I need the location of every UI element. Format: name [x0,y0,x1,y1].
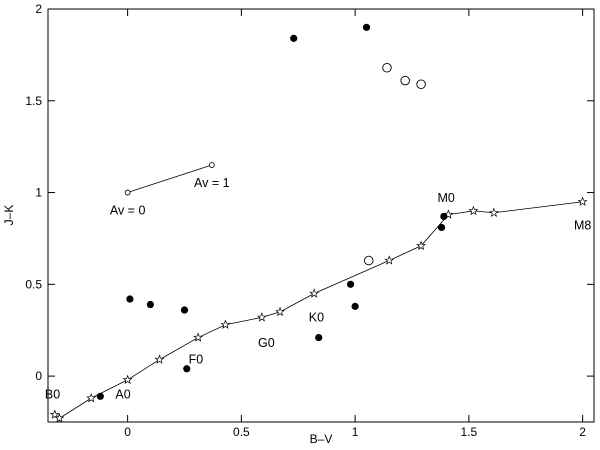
spectral-label: B0 [45,387,60,401]
star-point [122,374,133,384]
x-tick-label: 0.5 [233,425,250,439]
y-tick-label: 1.5 [25,94,42,108]
x-axis-label: B–V [310,432,333,446]
star-point [256,312,267,322]
filled-point [290,34,298,42]
x-tick-label: 1.5 [461,425,478,439]
star-point [220,319,231,329]
x-tick-label: 1 [352,425,359,439]
vector-end [208,162,215,168]
y-axis: 0 0.5 1 1.5 2 [25,2,594,383]
open-point [382,62,392,73]
filled-point [346,280,355,288]
vector-line [127,164,212,193]
filled-point [96,392,104,400]
spectral-label: K0 [309,310,324,324]
star-point [577,196,588,206]
star-point [309,288,320,298]
star-point [468,205,479,216]
star-point [416,240,427,250]
spectral-label: A0 [115,387,130,401]
spectral-label: M0 [437,191,454,205]
filled-point [362,23,371,31]
filled-point [180,306,189,314]
vector-start [124,189,131,196]
reddening-vector: Av = 0 Av = 1 [110,162,230,218]
open-point [364,255,374,266]
vector-end-label: Av = 1 [194,176,230,190]
filled-point [183,365,191,373]
filled-point [437,223,446,232]
open-point [400,75,410,86]
open-point [416,79,426,90]
spectral-label: G0 [258,336,275,350]
y-axis-label: J–K [2,205,16,226]
vector-start-label: Av = 0 [110,204,146,218]
star-point [275,306,285,317]
x-axis: 0 0.5 1 1.5 2 [124,9,586,439]
x-tick-label: 2 [579,425,586,439]
star-point [54,413,65,423]
filled-point [146,300,154,309]
spectral-label: F0 [189,353,204,367]
annotations: B0 A0 F0 G0 K0 M0 M8 [45,191,591,401]
filled-point [440,212,448,221]
x-tick-label: 0 [124,425,131,439]
star-point [384,255,395,265]
star-point [49,409,60,419]
filled-point [126,295,134,303]
y-tick-label: 0.5 [25,277,42,291]
star-point [86,392,97,403]
filled-point [351,302,359,310]
plot-frame [47,8,595,423]
series-layer [49,23,588,423]
star-point [193,332,204,342]
y-tick-label: 1 [35,186,42,200]
spectral-label: M8 [574,219,591,233]
sequence-line [54,201,583,419]
y-tick-label: 0 [35,369,42,383]
star-point [154,354,165,364]
filled-point [315,333,323,342]
star-point [488,207,499,217]
y-tick-label: 2 [35,2,42,16]
